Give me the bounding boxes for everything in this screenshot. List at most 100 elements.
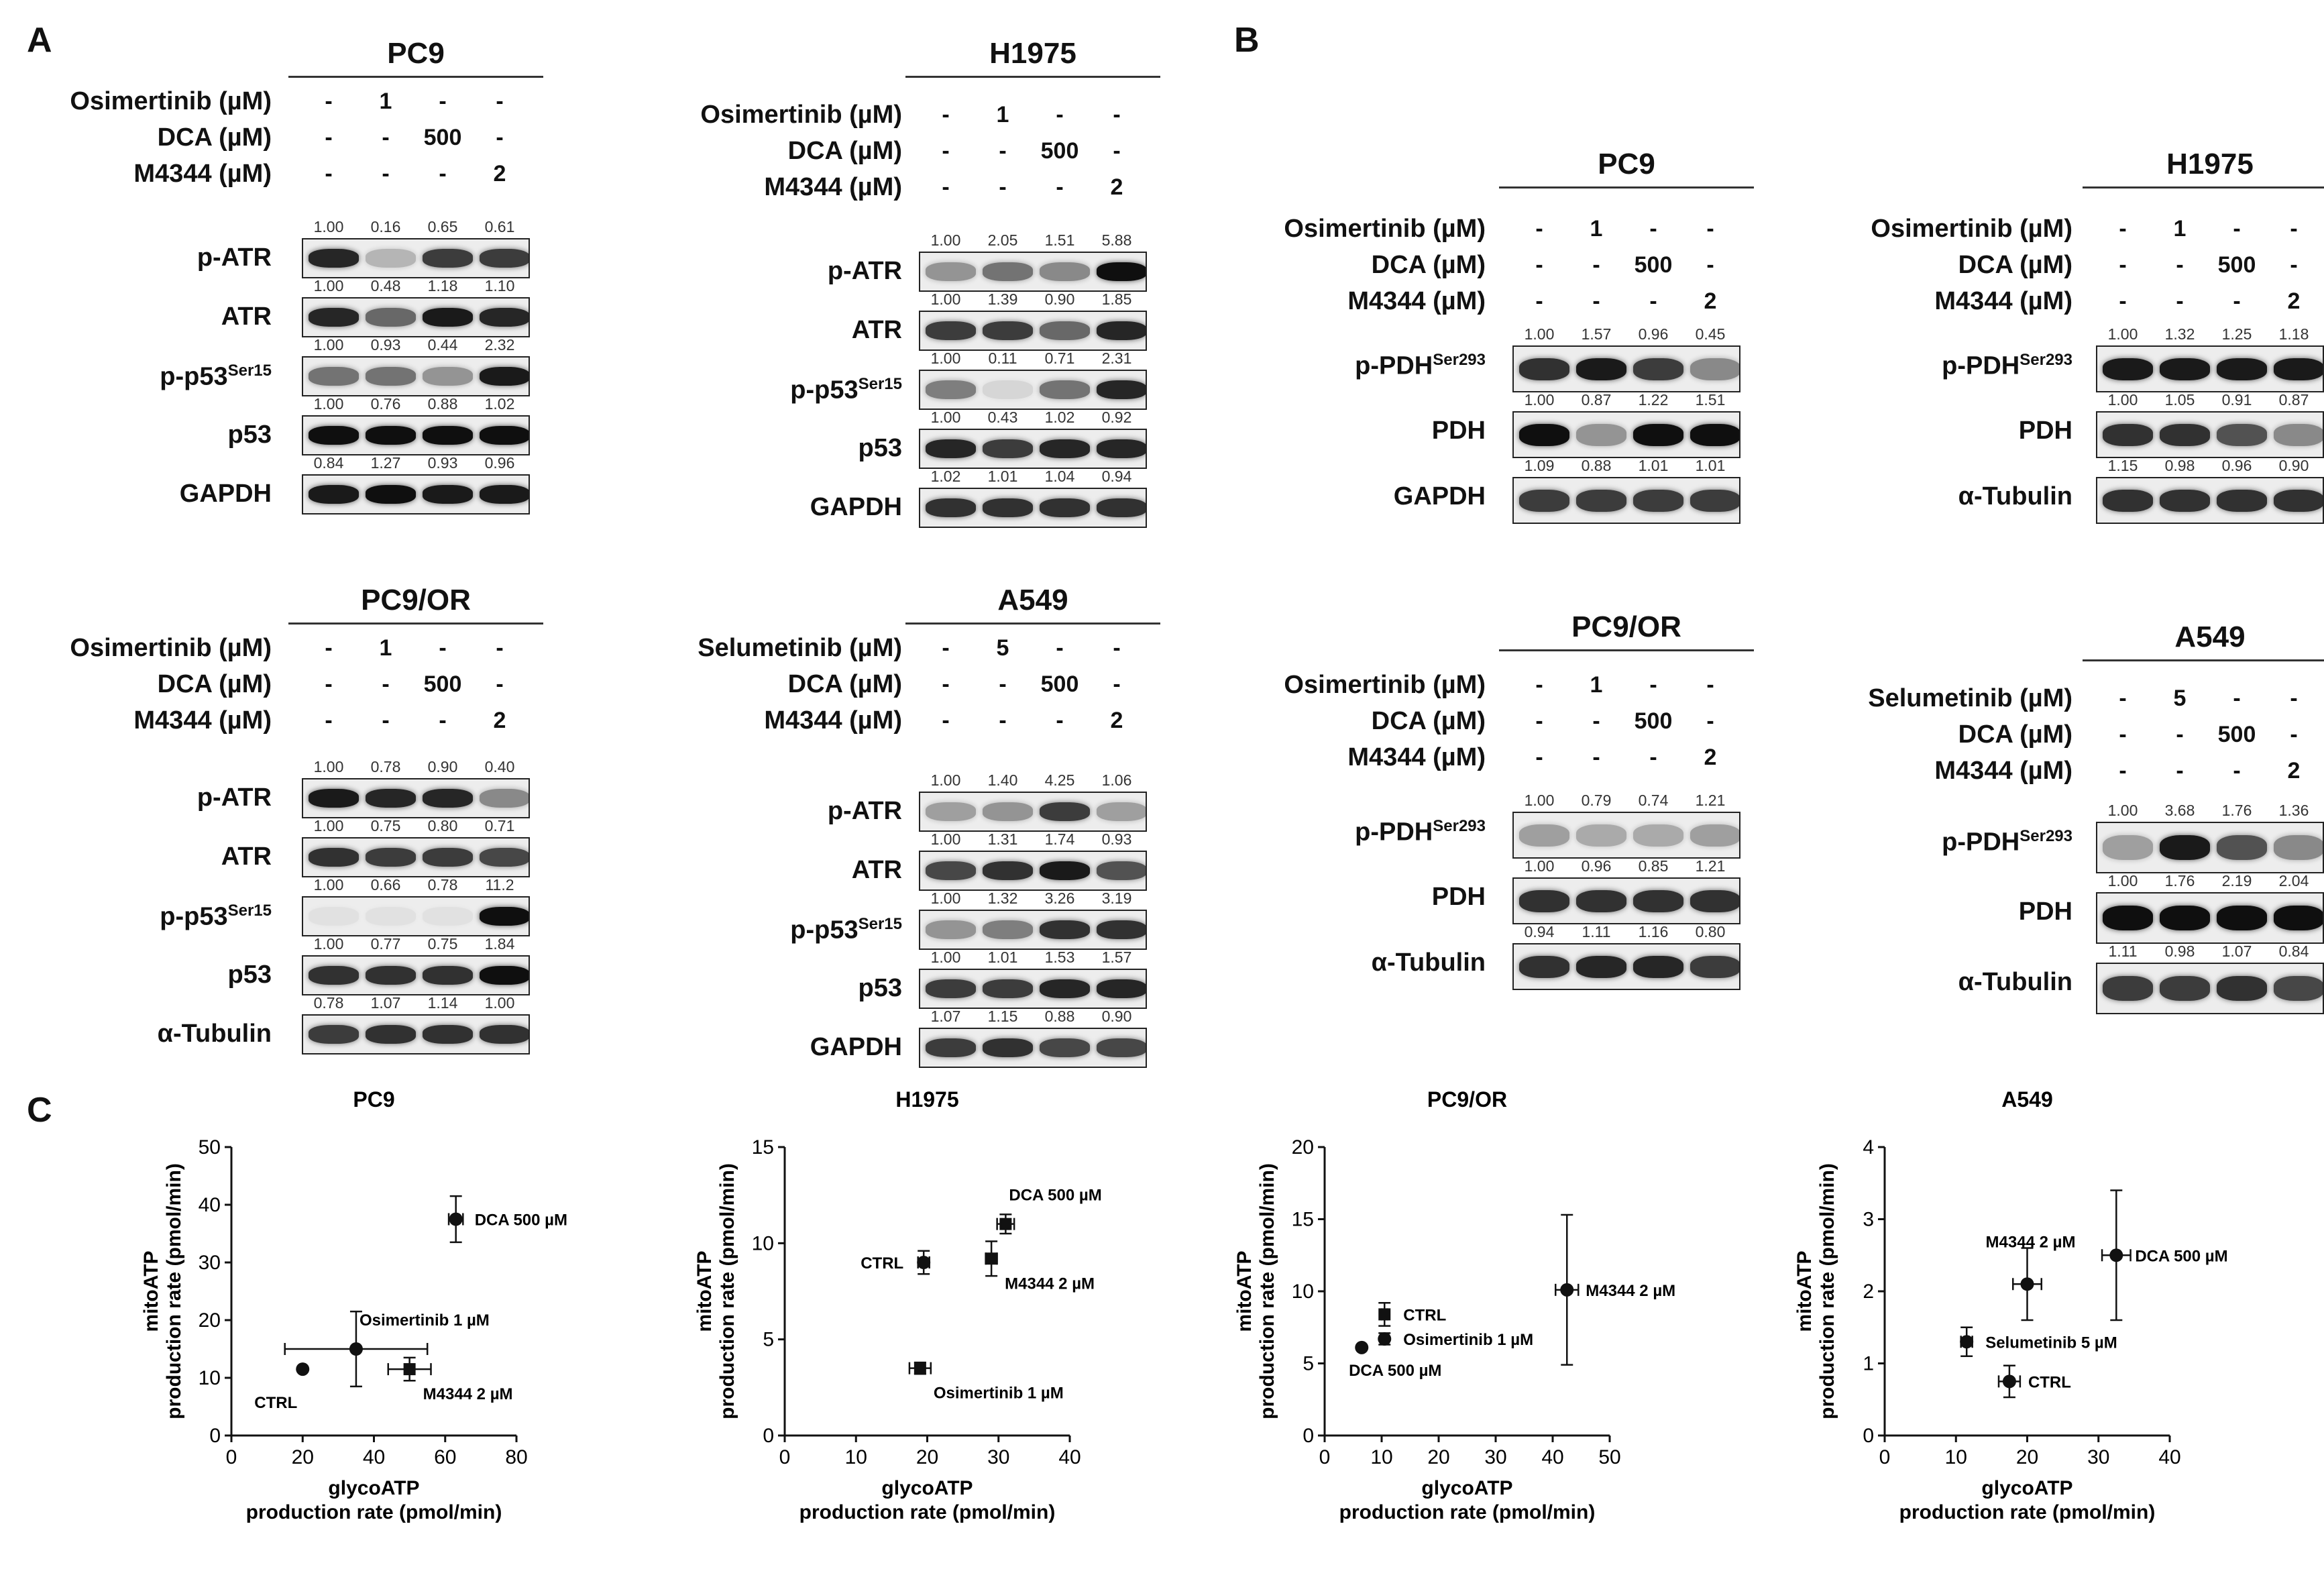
treatment-value: - xyxy=(1535,216,1543,241)
quantification-value: 1.18 xyxy=(427,277,458,294)
treatment-value: - xyxy=(2233,686,2241,711)
protein-band xyxy=(309,367,359,386)
quantification-value: 1.00 xyxy=(313,935,344,953)
x-tick-label: 60 xyxy=(434,1446,456,1468)
x-tick-label: 10 xyxy=(845,1446,867,1468)
title-underline xyxy=(1499,186,1754,188)
protein-band xyxy=(926,861,976,880)
treatment-value: - xyxy=(382,125,390,150)
protein-band xyxy=(983,262,1033,281)
protein-band xyxy=(1040,920,1090,939)
blot-strip xyxy=(919,252,1147,292)
treatment-value: 2 xyxy=(2287,758,2301,783)
protein-band xyxy=(309,426,359,445)
protein-band xyxy=(926,262,976,281)
x-tick-label: 50 xyxy=(1598,1446,1620,1468)
protein-band xyxy=(480,966,529,985)
protein-band xyxy=(1576,358,1626,380)
treatment-value: - xyxy=(999,174,1007,200)
quantification-value: 0.84 xyxy=(2278,942,2309,960)
treatment-label: Osimertinib (µM) xyxy=(700,101,902,129)
title-underline xyxy=(1499,649,1754,651)
quantification-value: 1.57 xyxy=(1101,949,1132,966)
data-point xyxy=(914,1362,926,1374)
cell-line-title: H1975 xyxy=(989,37,1076,70)
treatment-value: - xyxy=(1535,708,1543,734)
treatment-value: - xyxy=(1056,635,1064,661)
treatment-value: - xyxy=(325,125,333,150)
protein-band xyxy=(1519,889,1569,912)
treatment-value: 500 xyxy=(2217,252,2256,278)
quantification-value: 0.90 xyxy=(427,758,458,775)
treatment-value: - xyxy=(1056,102,1064,127)
quantification-value: 0.75 xyxy=(427,935,458,953)
data-point xyxy=(917,1256,931,1269)
protein-band xyxy=(423,789,473,808)
quantification-value: 1.22 xyxy=(1638,391,1669,409)
treatment-label: Selumetinib (µM) xyxy=(1868,684,2072,712)
blot-strip xyxy=(1512,477,1740,524)
protein-band xyxy=(1040,498,1090,517)
treatment-label: DCA (µM) xyxy=(787,137,902,165)
protein-band xyxy=(1097,439,1146,458)
y-axis-label: production rate (pmol/min) xyxy=(1816,1163,1838,1419)
blot-strip xyxy=(919,311,1147,351)
treatment-value: - xyxy=(2290,722,2298,747)
cell-line-title: PC9 xyxy=(1598,148,1655,180)
quantification-value: 1.16 xyxy=(1638,923,1669,940)
blot-label: p-ATR xyxy=(197,783,272,812)
treatment-value: - xyxy=(1113,102,1121,127)
blot-strip xyxy=(919,969,1147,1009)
quantification-value: 1.14 xyxy=(427,994,458,1012)
quantification-value: 1.57 xyxy=(1581,325,1612,343)
quantification-value: 1.76 xyxy=(2221,802,2252,819)
treatment-value: - xyxy=(2233,758,2241,783)
treatment-value: - xyxy=(942,174,950,200)
treatment-value: 500 xyxy=(1634,252,1673,278)
protein-band xyxy=(423,1025,473,1044)
treatment-value: - xyxy=(1706,672,1714,698)
protein-band xyxy=(2274,358,2323,380)
panel-label-a: A xyxy=(27,21,52,60)
quantification-value: 1.25 xyxy=(2221,325,2252,343)
treatment-value: - xyxy=(1113,635,1121,661)
treatment-value: - xyxy=(496,635,504,661)
blot-strip xyxy=(302,415,530,455)
treatment-value: - xyxy=(325,671,333,697)
quantification-value: 3.68 xyxy=(2164,802,2195,819)
y-tick-label: 1 xyxy=(1863,1353,1874,1375)
y-tick-label: 10 xyxy=(752,1232,774,1254)
treatment-value: - xyxy=(325,161,333,186)
protein-band xyxy=(2274,976,2323,1001)
x-axis-label: glycoATP xyxy=(328,1477,419,1499)
protein-band xyxy=(1633,489,1683,512)
blot-strip xyxy=(302,1014,530,1054)
y-axis-label: production rate (pmol/min) xyxy=(163,1163,185,1419)
quantification-value: 0.87 xyxy=(1581,391,1612,409)
protein-band xyxy=(983,321,1033,340)
y-tick-label: 20 xyxy=(1292,1136,1314,1158)
treatment-value: 2 xyxy=(1704,288,1717,314)
quantification-value: 1.07 xyxy=(930,1008,961,1025)
data-point xyxy=(1560,1283,1574,1297)
title-underline xyxy=(2083,659,2324,661)
blot-label: PDH xyxy=(1431,883,1486,911)
blot-strip xyxy=(919,851,1147,891)
quantification-value: 1.05 xyxy=(2164,391,2195,409)
treatment-value: 1 xyxy=(996,102,1009,127)
quantification-value: 1.00 xyxy=(930,231,961,249)
title-underline xyxy=(905,623,1160,625)
treatment-value: 500 xyxy=(2217,722,2256,747)
blot-label-superscript: Ser15 xyxy=(227,362,272,380)
treatment-value: - xyxy=(2290,216,2298,241)
protein-band xyxy=(2217,835,2267,860)
quantification-value: 1.00 xyxy=(930,889,961,907)
treatment-value: 2 xyxy=(493,161,506,186)
protein-band xyxy=(2103,835,2153,860)
protein-band xyxy=(2217,906,2267,930)
x-axis-label: production rate (pmol/min) xyxy=(799,1501,1056,1523)
protein-band xyxy=(1633,358,1683,380)
quantification-value: 1.00 xyxy=(484,994,515,1012)
quantification-value: 1.85 xyxy=(1101,290,1132,308)
